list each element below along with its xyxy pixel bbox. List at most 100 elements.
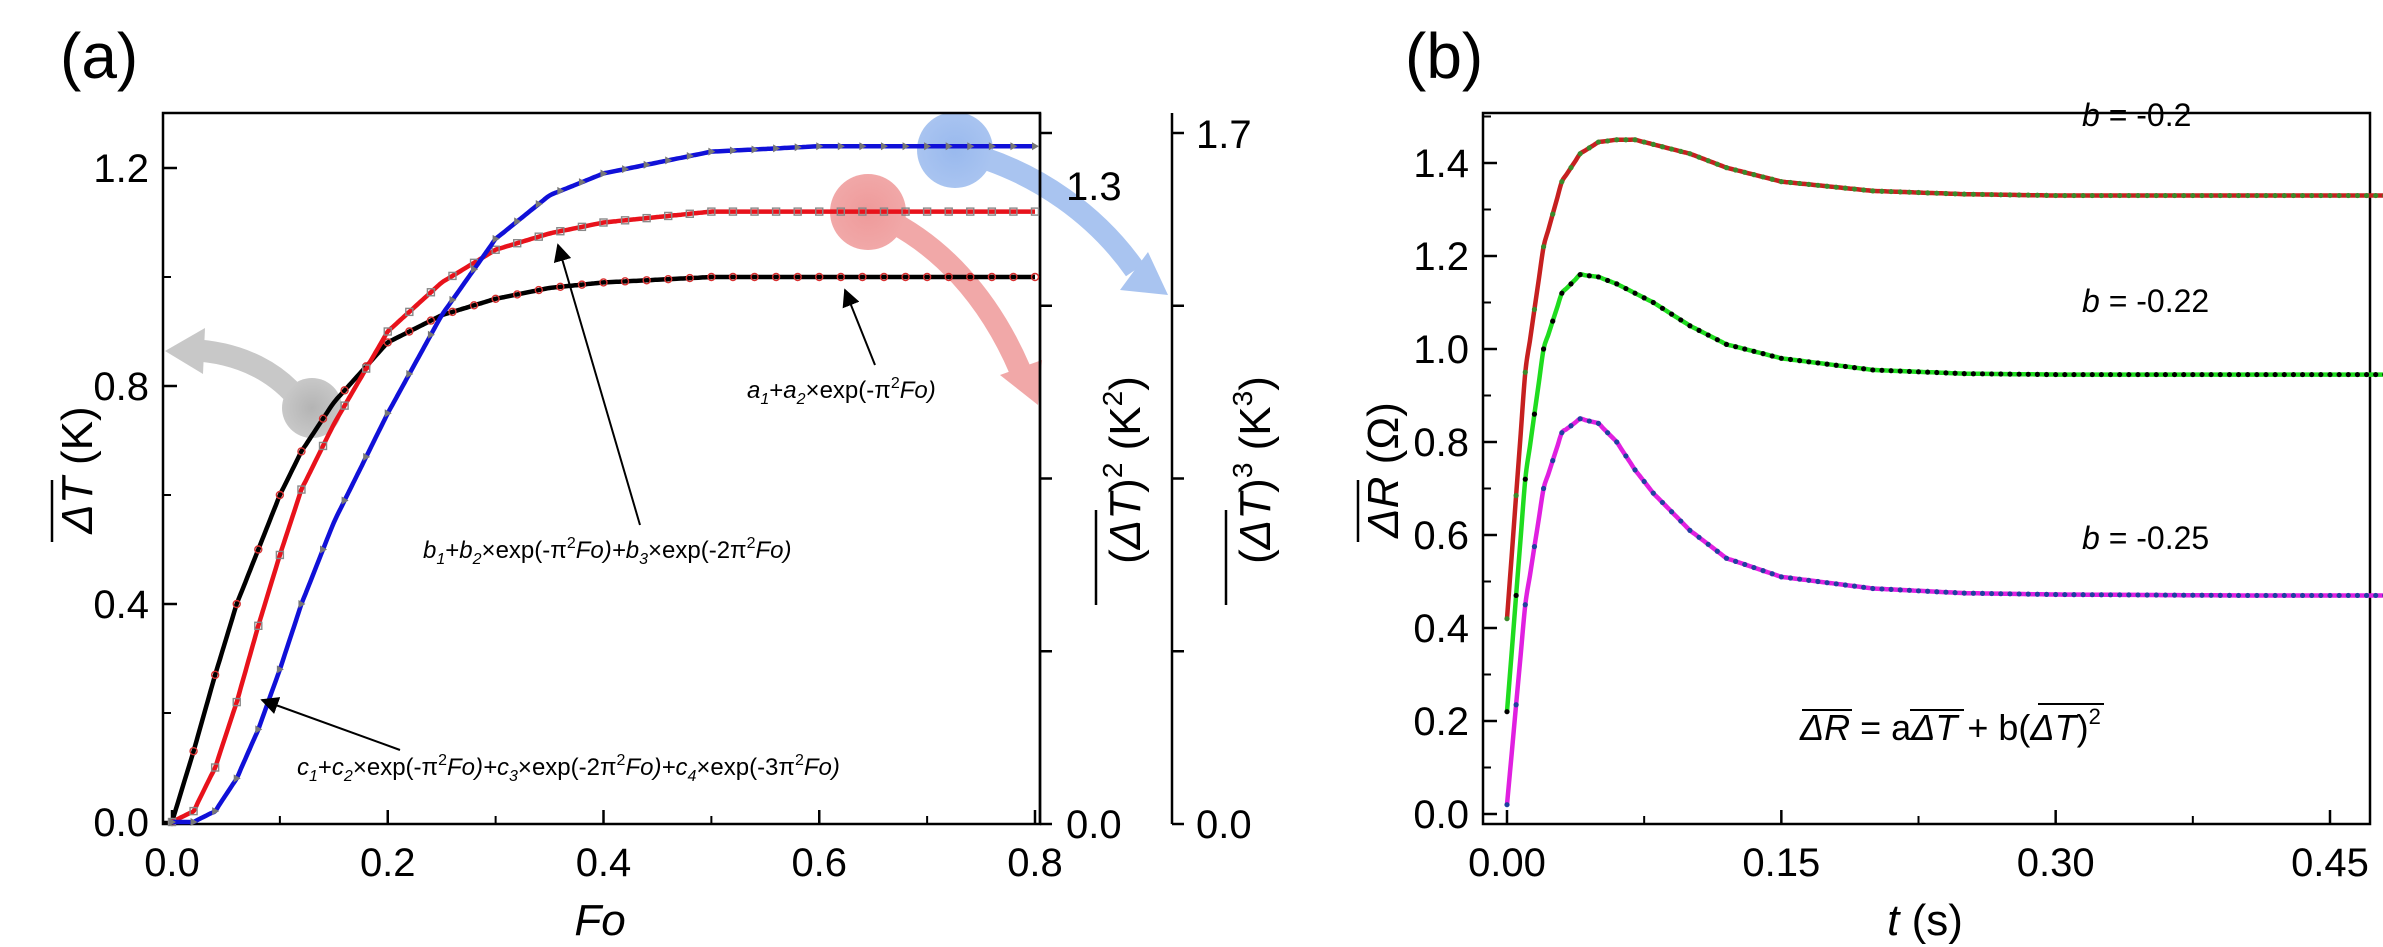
data-marker-triangle <box>773 144 781 153</box>
data-marker-square <box>318 441 328 451</box>
data-marker <box>1595 139 1602 145</box>
data-marker <box>1669 509 1675 515</box>
data-marker <box>2309 192 2315 199</box>
data-marker <box>1961 191 1967 197</box>
data-marker <box>1787 179 1794 186</box>
y-tick-label: 0.6 <box>1413 514 1469 558</box>
data-marker <box>2107 592 2114 598</box>
data-marker <box>1751 172 1757 178</box>
data-marker-triangle <box>967 142 975 151</box>
data-marker <box>1952 191 1958 197</box>
data-marker <box>1632 137 1638 143</box>
data-marker <box>2363 192 2370 199</box>
data-marker <box>1733 167 1739 173</box>
data-marker-triangle <box>212 807 220 816</box>
data-marker <box>2171 371 2178 378</box>
data-marker-triangle <box>190 818 198 826</box>
data-marker <box>1906 587 1912 593</box>
data-marker <box>2117 592 2123 598</box>
data-marker <box>1559 179 1565 185</box>
data-marker <box>1778 574 1784 580</box>
data-marker-circle <box>728 272 738 282</box>
data-marker-square <box>620 216 630 225</box>
data-marker <box>1751 348 1757 354</box>
data-marker <box>2062 192 2068 199</box>
right-axis-1-tick-1.3: 1.3 <box>1066 165 1122 209</box>
data-marker-circle <box>1009 272 1018 282</box>
data-marker <box>1687 323 1693 329</box>
data-marker <box>2354 592 2361 599</box>
annotation-b: b1+b2×exp(-π2Fo)+b3×exp(-2π2Fo) <box>423 243 792 568</box>
data-marker <box>1641 295 1647 301</box>
data-marker <box>1522 369 1528 375</box>
data-marker <box>2098 192 2104 199</box>
data-marker <box>2162 192 2168 199</box>
data-marker-square <box>858 207 867 216</box>
data-marker <box>1925 369 1931 375</box>
data-marker <box>2354 192 2361 199</box>
panel-a-series <box>167 142 1040 827</box>
data-marker-triangle <box>449 295 457 304</box>
data-marker <box>1824 183 1830 189</box>
data-marker <box>1897 368 1903 374</box>
panel-b: (b) 0.00 0.15 0.30 0.45 0.0 0.2 0.4 0.6 0.8 1.0 1.… <box>1356 20 2383 945</box>
right-axis-2-label: (ΔT)3 (K3) <box>1224 376 1280 605</box>
data-marker-square <box>254 621 263 630</box>
data-marker <box>1879 586 1885 592</box>
data-marker <box>1934 369 1940 376</box>
data-marker-square <box>210 763 220 772</box>
data-marker <box>1504 802 1510 808</box>
data-marker <box>1861 187 1867 193</box>
data-marker <box>2309 371 2315 378</box>
data-marker-circle <box>469 301 479 310</box>
data-marker-square <box>707 207 716 216</box>
data-marker <box>1824 361 1830 367</box>
data-marker <box>1989 371 1995 377</box>
data-marker <box>2281 592 2287 599</box>
data-marker <box>1970 191 1976 197</box>
right-axis-1-tick-0.0: 0.0 <box>1066 803 1122 847</box>
data-marker <box>2217 371 2223 378</box>
data-marker-triangle <box>384 409 392 418</box>
y-tick-label: 1.2 <box>93 147 149 191</box>
data-marker-triangle <box>363 452 371 461</box>
panel-a-xlabel: Fo <box>574 896 625 945</box>
data-marker <box>1760 174 1766 180</box>
data-marker <box>1742 561 1748 568</box>
data-marker-square <box>966 207 975 216</box>
data-marker <box>2363 592 2370 599</box>
data-marker <box>1623 453 1629 459</box>
data-marker-square <box>275 550 285 560</box>
data-marker <box>2208 371 2214 378</box>
y-tick-label: 1.0 <box>1413 328 1469 372</box>
data-marker <box>2309 592 2315 599</box>
data-marker <box>2354 371 2361 378</box>
data-marker-square <box>685 209 694 218</box>
panel-b-axes: 0.00 0.15 0.30 0.45 0.0 0.2 0.4 0.6 0.8 1.0 1.2 1.4 <box>1413 115 2369 885</box>
data-marker <box>1870 367 1876 373</box>
y-tick-label: 0.0 <box>1413 793 1469 837</box>
data-marker-triangle <box>298 600 306 608</box>
data-marker <box>1696 534 1702 540</box>
data-marker <box>2363 371 2370 378</box>
data-marker <box>2135 592 2141 598</box>
data-marker <box>2117 192 2123 199</box>
data-marker <box>2016 192 2022 198</box>
data-marker-circle <box>189 746 198 756</box>
data-marker <box>1769 353 1775 359</box>
data-marker <box>2199 592 2205 598</box>
data-marker <box>2181 592 2187 598</box>
y-tick-label: 0.8 <box>93 365 149 409</box>
data-marker <box>2263 192 2269 199</box>
data-marker-square <box>728 207 738 216</box>
data-marker-circle <box>513 290 522 299</box>
data-marker <box>2126 592 2132 598</box>
data-marker-square <box>771 207 781 216</box>
data-marker <box>1641 139 1647 145</box>
data-marker <box>1934 589 1940 595</box>
svg-text:ΔR = aΔT + b(ΔT)2: ΔR = aΔT + b(ΔT)2 <box>1799 704 2101 748</box>
data-marker <box>2345 192 2351 199</box>
data-marker <box>1925 190 1931 196</box>
data-marker <box>1714 548 1720 554</box>
data-marker <box>2098 592 2104 598</box>
